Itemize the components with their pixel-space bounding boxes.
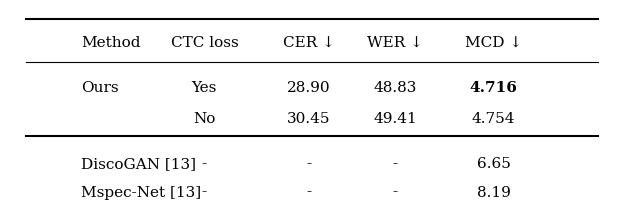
Text: Mspec-Net [13]: Mspec-Net [13] [82,185,201,200]
Text: 49.41: 49.41 [373,112,417,126]
Text: -: - [307,185,311,200]
Text: 4.716: 4.716 [470,81,517,95]
Text: -: - [392,185,398,200]
Text: -: - [202,157,207,171]
Text: -: - [307,157,311,171]
Text: 8.19: 8.19 [476,185,510,200]
Text: -: - [202,185,207,200]
Text: 30.45: 30.45 [287,112,331,126]
Text: DiscoGAN [13]: DiscoGAN [13] [82,157,197,171]
Text: No: No [193,112,216,126]
Text: 28.90: 28.90 [287,81,331,95]
Text: CTC loss: CTC loss [171,36,239,50]
Text: Ours: Ours [82,81,119,95]
Text: Method: Method [82,36,141,50]
Text: MCD ↓: MCD ↓ [465,36,522,50]
Text: WER ↓: WER ↓ [367,36,423,50]
Text: -: - [392,157,398,171]
Text: 4.754: 4.754 [472,112,515,126]
Text: 48.83: 48.83 [373,81,417,95]
Text: Yes: Yes [192,81,217,95]
Text: CER ↓: CER ↓ [283,36,335,50]
Text: 6.65: 6.65 [476,157,510,171]
